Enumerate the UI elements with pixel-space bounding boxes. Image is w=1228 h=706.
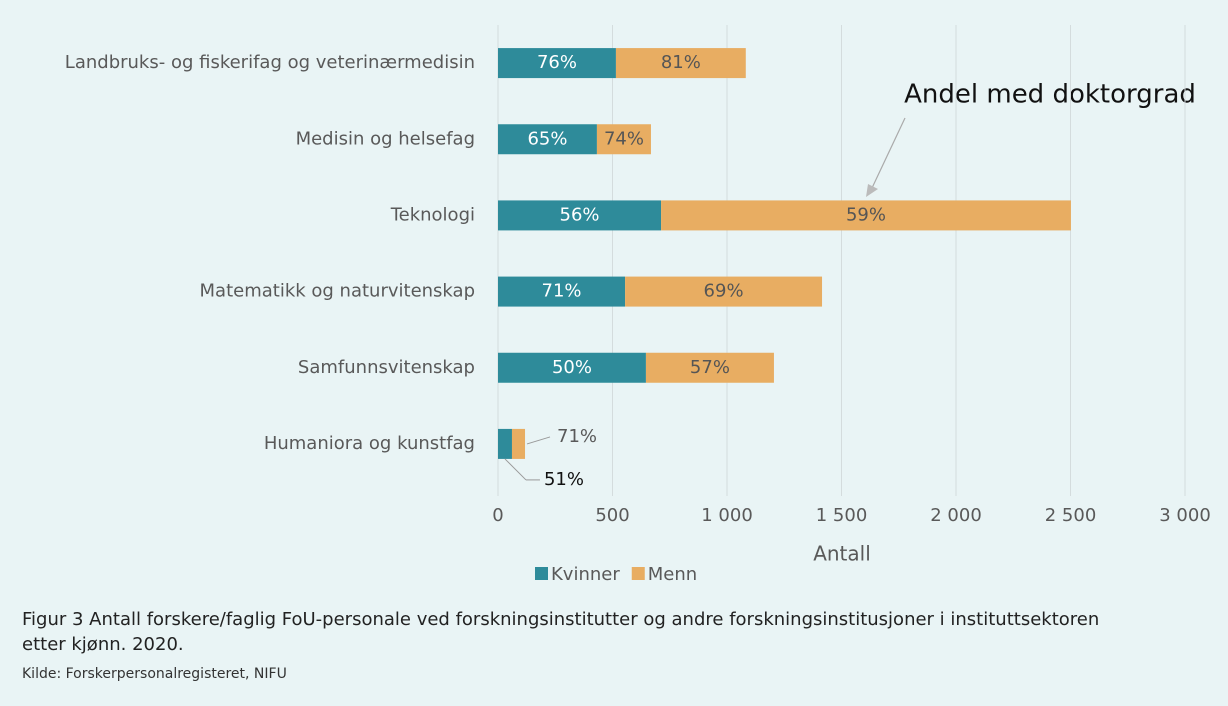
- y-tick-label: Matematikk og naturvitenskap: [200, 281, 475, 302]
- bar-label: 71%: [557, 426, 597, 447]
- bar-label: 65%: [527, 128, 567, 149]
- x-tick-label: 500: [595, 505, 629, 526]
- annotation: Andel med doktorgrad: [904, 80, 1196, 110]
- bar-segment: [596, 124, 651, 155]
- x-tick-label: 3 000: [1159, 505, 1211, 526]
- bar-segment: [498, 124, 597, 155]
- y-tick-label: Samfunnsvitenskap: [298, 357, 475, 378]
- y-tick-label: Humaniora og kunstfag: [264, 433, 475, 454]
- legend-swatch: [631, 567, 645, 580]
- bar-label: 51%: [544, 469, 584, 490]
- x-tick-label: 1 000: [701, 505, 753, 526]
- bar-segment: [625, 276, 823, 307]
- bar-label: 50%: [552, 357, 592, 378]
- bar-label: 74%: [604, 128, 644, 149]
- y-tick-label: Landbruks- og fiskerifag og veterinærmed…: [65, 52, 475, 73]
- legend-label: Menn: [648, 564, 697, 585]
- bar-label: 76%: [537, 52, 577, 73]
- x-tick-label: 2 000: [930, 505, 982, 526]
- x-tick-label: 0: [492, 505, 503, 526]
- bar-segment: [498, 48, 616, 79]
- bar-segment: [498, 352, 646, 383]
- bar-segment: [645, 352, 774, 383]
- bar-label: 56%: [560, 204, 600, 225]
- caption: Figur 3 Antall forskere/faglig FoU-perso…: [22, 609, 1100, 655]
- chart: Andel med doktorgrad Antall 0 500 1 000 1 5…: [65, 25, 1211, 585]
- y-tick-label: Teknologi: [390, 204, 475, 225]
- bar-label: 81%: [661, 52, 701, 73]
- bar-label: 59%: [846, 204, 886, 225]
- legend-label: Kvinner: [551, 564, 620, 585]
- leader-line: [504, 458, 527, 481]
- y-tick-label: Medisin og helsefag: [296, 128, 475, 149]
- x-axis-label: Antall: [813, 542, 871, 566]
- bar-segment: [511, 428, 526, 459]
- x-tick-label: 1 500: [816, 505, 868, 526]
- bar-segment: [498, 200, 662, 231]
- bar-segment: [498, 276, 626, 307]
- source: Kilde: Forskerpersonalregisteret, NIFU: [22, 666, 287, 682]
- bar-segment: [615, 48, 746, 79]
- bar-label: 71%: [542, 281, 582, 302]
- legend-swatch: [535, 567, 548, 580]
- arrow-head: [866, 184, 878, 197]
- bar-segment: [498, 428, 512, 459]
- bar-label: 69%: [704, 281, 744, 302]
- leader-line: [526, 436, 551, 445]
- x-tick-label: 2 500: [1045, 505, 1097, 526]
- annotation-arrow: [871, 117, 906, 189]
- bar-label: 57%: [690, 357, 730, 378]
- bar-segment: [661, 200, 1071, 231]
